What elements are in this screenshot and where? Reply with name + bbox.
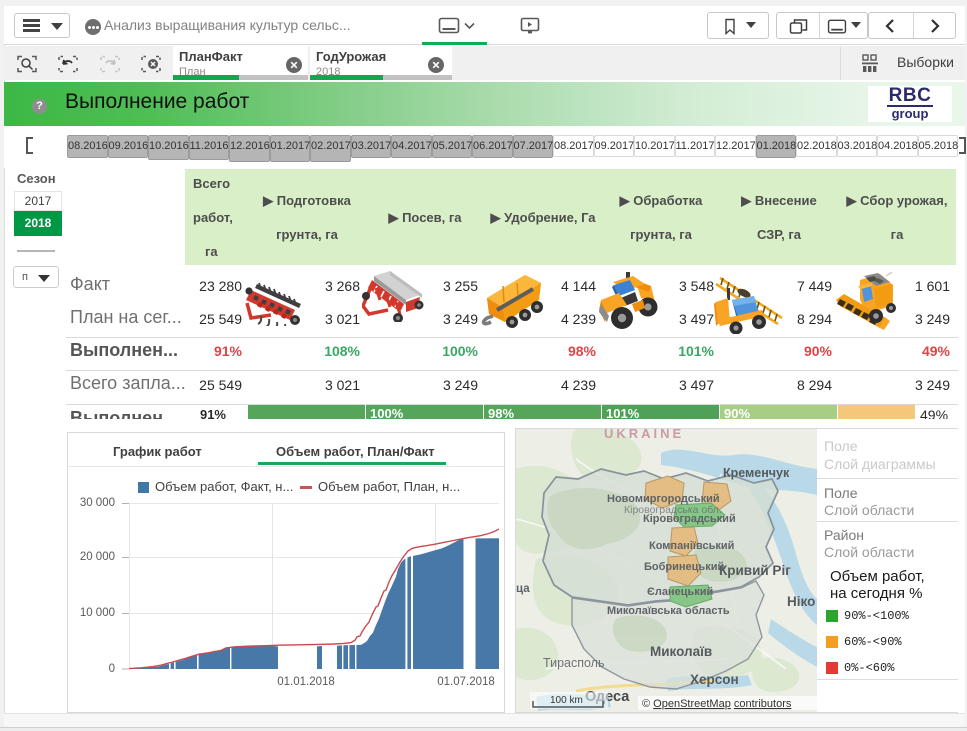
svg-text:Новомиргородський: Новомиргородський xyxy=(607,493,720,505)
svg-text:Компаніївський: Компаніївський xyxy=(649,540,734,552)
svg-text:ца: ца xyxy=(516,583,530,595)
svg-text:Херсон: Херсон xyxy=(690,672,739,687)
svg-text:Миколаївська область: Миколаївська область xyxy=(607,605,730,617)
svg-text:Кривий Ріг: Кривий Ріг xyxy=(719,563,791,578)
svg-text:100 km: 100 km xyxy=(550,695,583,706)
svg-text:Кременчук: Кременчук xyxy=(723,466,790,480)
svg-text:Ніко: Ніко xyxy=(787,594,815,609)
svg-text:Миколаїв: Миколаїв xyxy=(650,644,712,659)
svg-text:UKRAINE: UKRAINE xyxy=(604,429,684,441)
svg-text:Єланецький: Єланецький xyxy=(647,586,713,598)
svg-text:Кіровоградський: Кіровоградський xyxy=(643,513,736,525)
svg-text:Кіровоградська обл.: Кіровоградська обл. xyxy=(624,504,722,516)
svg-text:Бобринецький: Бобринецький xyxy=(644,561,724,573)
svg-text:© OpenStreetMap contributors: © OpenStreetMap contributors xyxy=(642,698,792,710)
svg-text:Тирасполь: Тирасполь xyxy=(543,656,604,670)
